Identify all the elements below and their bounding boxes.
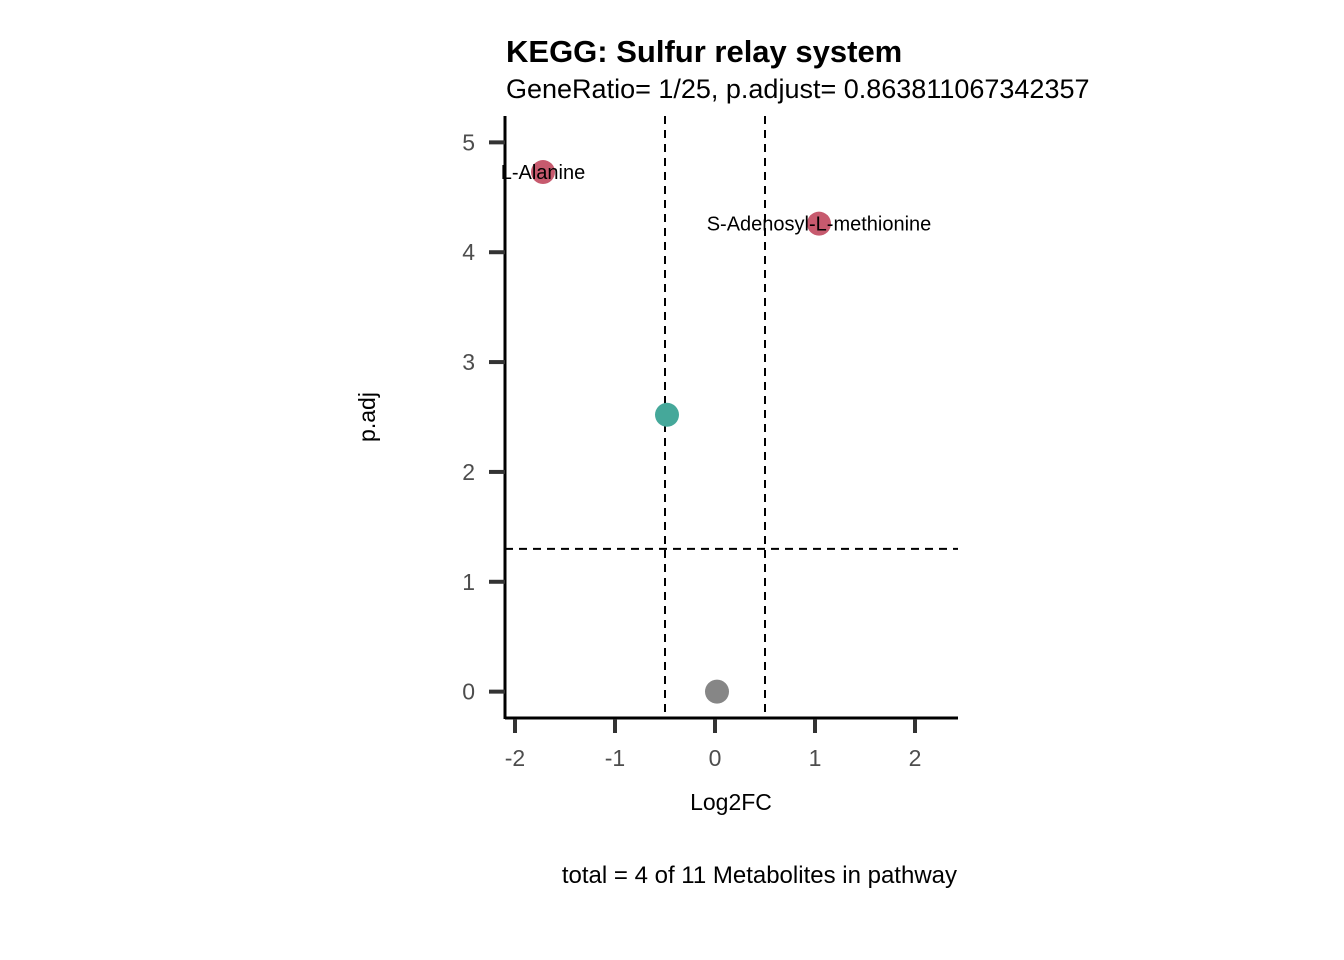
axes bbox=[503, 116, 958, 720]
x-tick-label: -2 bbox=[505, 745, 525, 771]
y-tick-label: 4 bbox=[462, 239, 475, 265]
chart-subtitle: GeneRatio= 1/25, p.adjust= 0.86381106734… bbox=[506, 74, 1090, 104]
point-label-0: L-Alanine bbox=[501, 162, 586, 184]
x-tick-label: -1 bbox=[605, 745, 625, 771]
x-tick-label: 2 bbox=[909, 745, 922, 771]
y-tick-label: 3 bbox=[462, 349, 475, 375]
data-point-0 bbox=[531, 160, 555, 185]
point-labels: L-Alanine S-Adenosyl-L-methionine bbox=[501, 162, 932, 236]
x-axis-title: Log2FC bbox=[690, 789, 772, 815]
x-tick-label: 0 bbox=[709, 745, 722, 771]
y-tick-label: 1 bbox=[462, 569, 475, 595]
axis-ticks: -2 -1 0 1 2 0 1 2 3 4 5 bbox=[462, 129, 921, 771]
y-tick-label: 2 bbox=[462, 459, 475, 485]
chart-title: KEGG: Sulfur relay system bbox=[506, 34, 902, 69]
chart-caption: total = 4 of 11 Metabolites in pathway bbox=[562, 862, 957, 889]
point-label-1: S-Adenosyl-L-methionine bbox=[707, 214, 932, 236]
y-axis-title: p.adj bbox=[354, 392, 380, 442]
y-tick-label: 5 bbox=[462, 129, 475, 155]
data-point-3 bbox=[705, 679, 729, 704]
data-point-2 bbox=[655, 402, 679, 427]
y-tick-label: 0 bbox=[462, 679, 475, 705]
data-point-1 bbox=[807, 211, 831, 236]
threshold-lines bbox=[505, 116, 958, 718]
x-tick-label: 1 bbox=[809, 745, 822, 771]
data-points bbox=[531, 160, 831, 704]
